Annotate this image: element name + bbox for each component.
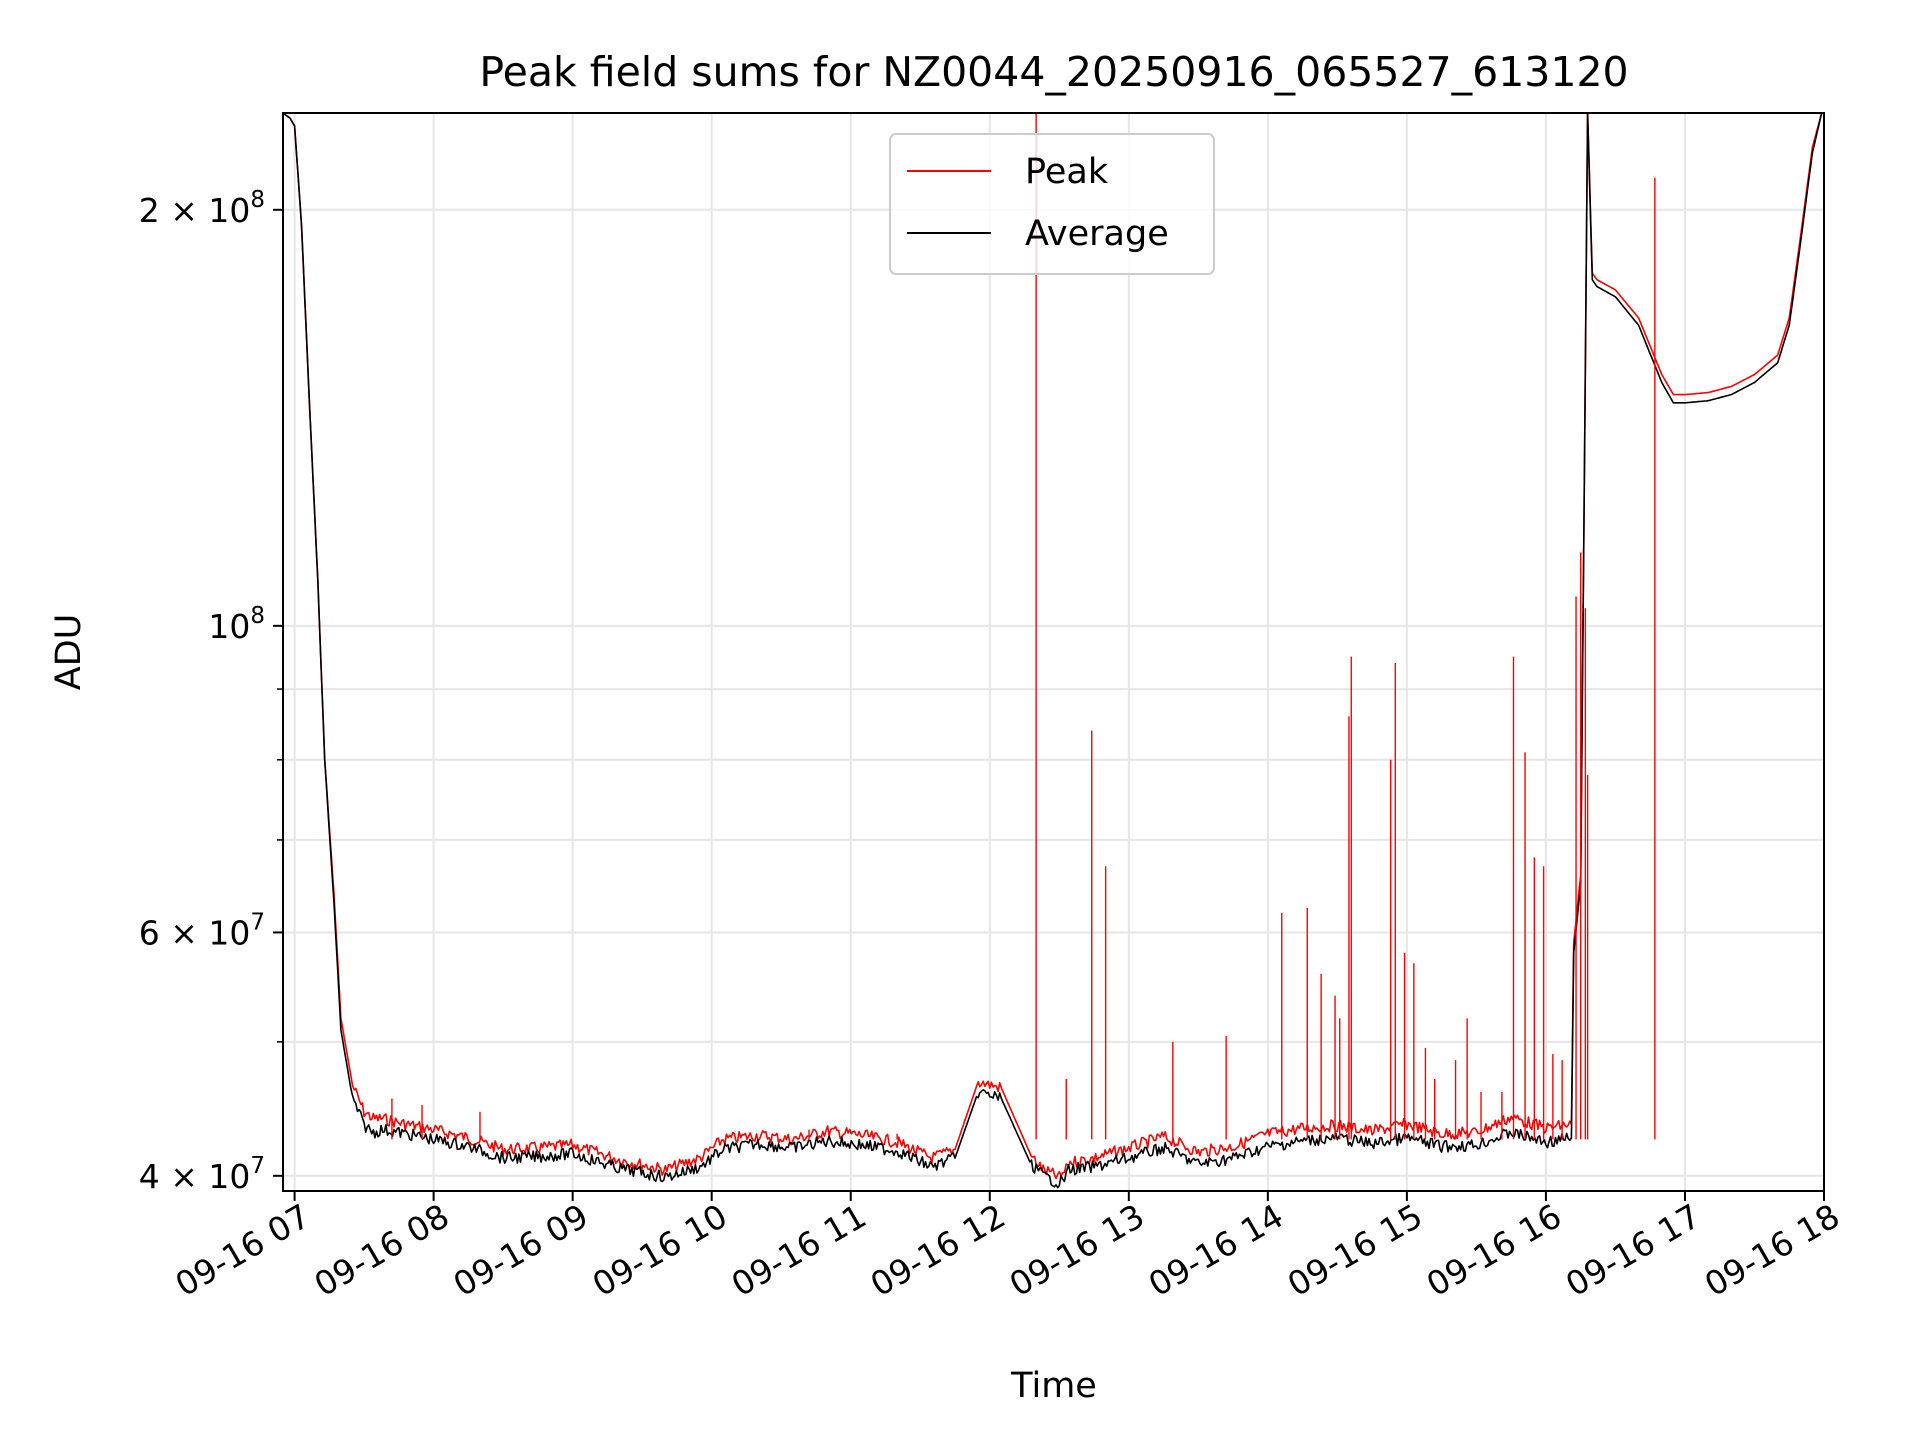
- axes-frame: [282, 112, 1825, 1192]
- y-tick-label: 6 × 107: [139, 909, 265, 952]
- x-axis-label: Time: [1010, 1366, 1097, 1406]
- y-tick-label: 4 × 107: [139, 1153, 265, 1196]
- grid: [283, 113, 1825, 1191]
- legend-label-average: Average: [1025, 214, 1169, 254]
- y-axis-label: ADU: [49, 614, 89, 691]
- legend-frame: [889, 133, 1215, 275]
- legend: Peak Average: [889, 133, 1215, 275]
- chart-title: Peak field sums for NZ0044_20250916_0655…: [479, 48, 1628, 96]
- series-line-peak: [283, 113, 1823, 1180]
- legend-label-peak: Peak: [1025, 152, 1109, 192]
- series-line-average: [283, 113, 1823, 1189]
- y-axis-ticks: 4 × 107 6 × 107 108 2 × 108: [139, 187, 283, 1196]
- y-tick-label: 2 × 108: [139, 187, 265, 230]
- plot-area: [282, 112, 1825, 1192]
- series-lines: [283, 113, 1823, 1189]
- y-tick-label: 108: [208, 603, 265, 646]
